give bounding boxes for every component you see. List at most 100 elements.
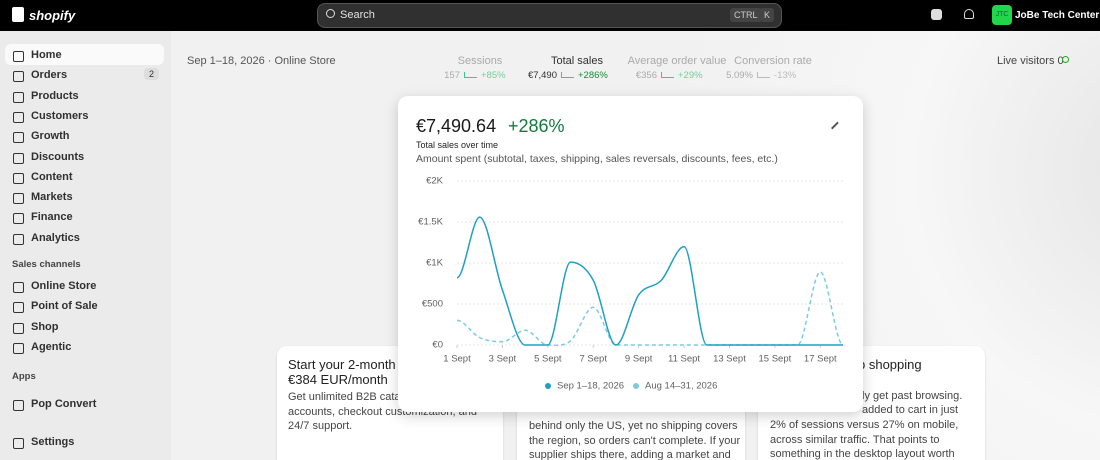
metric-name[interactable]: Total sales bbox=[551, 55, 603, 67]
logo-icon bbox=[12, 7, 24, 22]
shortcut-key: CTRL bbox=[730, 8, 762, 22]
legend-dot bbox=[545, 383, 551, 389]
nav-icon bbox=[13, 322, 24, 334]
metric-name[interactable]: Sessions bbox=[457, 55, 503, 67]
store-name[interactable]: JoBe Tech Center bbox=[1015, 10, 1100, 21]
metric-value: €356 bbox=[635, 70, 657, 81]
chart: €0 €500 €1K €1.5K €2K 1 Sept 3 Sept 5 Sept 7 Sep… bbox=[418, 176, 844, 392]
live-dot bbox=[1062, 56, 1069, 63]
nav-item[interactable]: Markets bbox=[31, 191, 73, 204]
card-title: Start your 2-month bbox=[288, 357, 396, 372]
nav-item[interactable]: Pop Convert bbox=[31, 398, 97, 410]
section-title[interactable]: Sales channels bbox=[12, 259, 81, 270]
x-tick-label: 3 Sept bbox=[489, 354, 517, 365]
card-line: added to cart in just bbox=[862, 404, 959, 416]
x-tick-label: 5 Sept bbox=[534, 354, 562, 365]
search-placeholder: Search bbox=[340, 9, 375, 21]
legend-dot bbox=[633, 383, 639, 389]
chart-subtitle: Total sales over time bbox=[416, 140, 499, 150]
legend-label: Sep 1–18, 2026 bbox=[557, 381, 624, 392]
metric-change: -13% bbox=[774, 70, 797, 81]
nav-icon bbox=[13, 302, 24, 314]
metric-spark bbox=[561, 72, 574, 78]
search-box[interactable] bbox=[317, 3, 782, 28]
card-line: behind only the US, yet no shipping cove… bbox=[529, 420, 738, 432]
bell-icon[interactable] bbox=[964, 9, 974, 19]
metric-spark bbox=[464, 72, 477, 78]
store-icon[interactable] bbox=[931, 9, 942, 20]
card-line: the region, so orders can't complete. If… bbox=[529, 434, 741, 447]
date-range[interactable]: Sep 1–18, 2026 · Online Store bbox=[187, 55, 336, 67]
logo[interactable]: shopify bbox=[29, 8, 76, 23]
nav-item[interactable]: Home bbox=[31, 49, 62, 61]
sidebar bbox=[0, 31, 171, 460]
x-tick-label: 15 Sept bbox=[759, 354, 792, 365]
chart-description: Amount spent (subtotal, taxes, shipping,… bbox=[416, 153, 778, 165]
card-line: ly get past browsing. bbox=[862, 390, 963, 402]
nav-item[interactable]: Shop bbox=[31, 320, 59, 333]
metric-value: 157 bbox=[444, 70, 460, 81]
nav-icon bbox=[13, 152, 24, 164]
metric-change: +286% bbox=[578, 70, 608, 81]
y-tick-label: €0 bbox=[432, 340, 443, 351]
x-tick-label: 1 Sept bbox=[443, 354, 471, 365]
x-tick-label: 17 Sept bbox=[804, 354, 837, 365]
y-tick-label: €2K bbox=[426, 176, 444, 187]
nav-item[interactable]: Discounts bbox=[31, 150, 85, 163]
metric-change: +29% bbox=[678, 70, 703, 81]
nav-item[interactable]: Point of Sale bbox=[31, 300, 98, 313]
nav-item[interactable]: Growth bbox=[31, 130, 70, 143]
nav-icon bbox=[13, 213, 24, 225]
metric-change: +85% bbox=[481, 70, 506, 81]
section-title[interactable]: Apps bbox=[12, 371, 36, 382]
nav-item[interactable]: Finance bbox=[31, 211, 73, 224]
y-tick-label: €1K bbox=[426, 258, 444, 269]
nav-item[interactable]: Analytics bbox=[31, 231, 80, 244]
card-title: p shopping bbox=[858, 357, 922, 372]
nav-icon bbox=[13, 172, 24, 184]
nav-icon bbox=[13, 71, 24, 83]
nav-icon bbox=[13, 282, 24, 293]
nav-icon bbox=[13, 233, 24, 245]
nav-item[interactable]: Products bbox=[31, 89, 79, 102]
nav-item[interactable]: Online Store bbox=[31, 280, 97, 292]
nav-icon bbox=[13, 111, 24, 123]
card-line: across similar traffic. That points to bbox=[770, 433, 940, 446]
legend-label: Aug 14–31, 2026 bbox=[645, 381, 717, 392]
card-title: €384 EUR/month bbox=[288, 372, 388, 387]
metric-value: €7,490 bbox=[527, 70, 557, 81]
total-change: +286% bbox=[508, 116, 565, 136]
live-visitors[interactable]: Live visitors 0 bbox=[997, 55, 1064, 67]
nav-item[interactable]: Content bbox=[31, 170, 73, 183]
card-body: 2% of sessions versus 27% on mobile, acr… bbox=[770, 418, 958, 460]
search-icon bbox=[326, 9, 335, 18]
nav-icon bbox=[13, 193, 24, 205]
shortcut-key: K bbox=[760, 8, 775, 22]
metric-name[interactable]: Average order value bbox=[627, 55, 727, 67]
series-line bbox=[456, 271, 844, 347]
nav-active bbox=[5, 44, 164, 65]
x-tick-label: 9 Sept bbox=[625, 354, 653, 365]
card-line: something in the desktop layout worth bbox=[770, 448, 955, 460]
popover bbox=[398, 96, 863, 412]
total-value: €7,490.64 bbox=[416, 116, 497, 136]
nav-item[interactable]: Settings bbox=[31, 436, 75, 448]
nav-item[interactable]: Orders bbox=[31, 69, 68, 82]
nav-item[interactable]: Customers bbox=[31, 109, 89, 122]
metric-name[interactable]: Conversion rate bbox=[734, 55, 812, 67]
nav-icon bbox=[13, 342, 24, 354]
metric-value: 5.09% bbox=[726, 70, 753, 81]
nav-icon bbox=[13, 438, 24, 449]
x-tick-label: 11 Sept bbox=[668, 354, 700, 365]
nav-item[interactable]: Agentic bbox=[31, 340, 72, 353]
nav-icon bbox=[13, 51, 24, 62]
nav-badge: 2 bbox=[144, 68, 160, 80]
x-tick-label: 7 Sept bbox=[580, 354, 608, 365]
card-line: supplier ships there, adding a market an… bbox=[529, 449, 731, 460]
store-avatar[interactable]: JTC bbox=[992, 5, 1012, 25]
series-line bbox=[456, 216, 843, 346]
y-tick-label: €500 bbox=[422, 299, 443, 310]
y-tick-label: €1.5K bbox=[418, 217, 443, 228]
x-tick-label: 13 Sept bbox=[713, 354, 746, 365]
